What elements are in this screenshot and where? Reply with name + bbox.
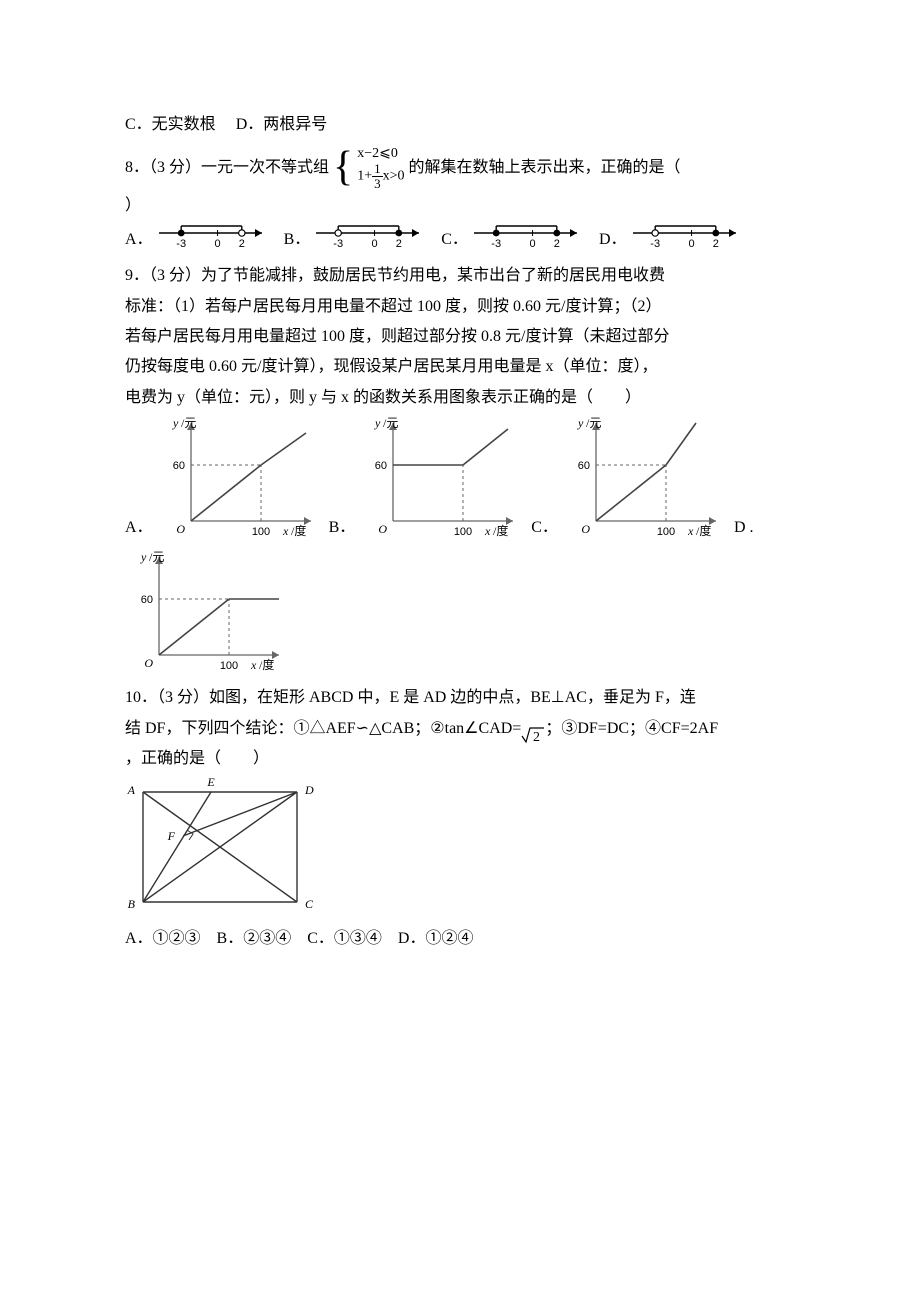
option-label: D . <box>734 513 754 543</box>
q9-opt-c: C． O 100 60 y/元 x/度 <box>531 413 722 543</box>
svg-text:/度: /度 <box>259 657 274 672</box>
q9: 9．（3 分）为了节能减排，鼓励居民节约用电，某市出台了新的居民用电收费 标准：… <box>125 261 800 677</box>
svg-text:F: F <box>167 829 176 843</box>
svg-text:/度: /度 <box>696 523 711 538</box>
number-line-icon: -3 0 2 <box>314 221 429 255</box>
option-label: B． <box>329 513 356 543</box>
svg-text:0: 0 <box>688 238 694 250</box>
q7-options-tail: C．无实数根 D．两根异号 <box>125 110 800 140</box>
svg-text:-3: -3 <box>176 238 186 250</box>
q8-stem-line1: 8．（3 分）一元一次不等式组 { x−2⩽0 1+13x>0 的解集在数轴上表… <box>125 146 800 190</box>
line-chart-icon: O 100 60 y/元 x/度 <box>359 413 519 543</box>
line-chart-icon: O 100 60 y/元 x/度 <box>125 547 285 677</box>
svg-text:/元: /元 <box>383 416 398 430</box>
svg-text:60: 60 <box>172 460 184 472</box>
svg-text:2: 2 <box>396 238 402 250</box>
svg-text:C: C <box>305 897 314 911</box>
svg-text:A: A <box>127 783 136 797</box>
q8-opt-a: A． -3 0 2 <box>125 221 272 255</box>
q9-opt-d: O 100 60 y/元 x/度 <box>125 547 285 677</box>
svg-text:D: D <box>304 783 314 797</box>
svg-text:-3: -3 <box>491 238 501 250</box>
q8-system: x−2⩽0 1+13x>0 <box>357 146 404 190</box>
q9-stem-3: 若每户居民每月用电量超过 100 度，则超过部分按 0.8 元/度计算（未超过部… <box>125 322 800 352</box>
svg-text:x: x <box>250 658 257 672</box>
svg-text:0: 0 <box>372 238 378 250</box>
q9-opt-d-label: D . <box>734 513 758 543</box>
q10: 10．（3 分）如图，在矩形 ABCD 中，E 是 AD 边的中点，BE⊥AC，… <box>125 683 800 955</box>
svg-text:100: 100 <box>220 660 238 672</box>
svg-text:y: y <box>577 416 584 430</box>
q9-stem-1: 9．（3 分）为了节能减排，鼓励居民节约用电，某市出台了新的居民用电收费 <box>125 261 800 291</box>
svg-text:2: 2 <box>712 238 718 250</box>
q9-options-row1: A． O 100 60 y/元 x/度 B． O 100 60 y/元 x/度 C． O 100 60 y/元 x… <box>125 413 800 543</box>
q8-opt-c: C． -3 0 2 <box>441 221 587 255</box>
left-brace-icon: { <box>333 146 353 188</box>
geometry-figure: A D B C E F <box>125 774 315 924</box>
svg-text:O: O <box>144 656 153 670</box>
q7-opt-d: D．两根异号 <box>236 116 328 133</box>
svg-text:100: 100 <box>657 526 675 538</box>
option-label: C． <box>441 225 468 255</box>
svg-text:/度: /度 <box>493 523 508 538</box>
option-label: D． <box>599 225 627 255</box>
option-label: B． <box>284 225 311 255</box>
option-label: A． <box>125 225 153 255</box>
svg-text:x: x <box>484 524 491 538</box>
svg-text:0: 0 <box>214 238 220 250</box>
number-line-icon: -3 0 2 <box>157 221 272 255</box>
q8-opt-d: D． -3 0 2 <box>599 221 746 255</box>
number-line-icon: -3 0 2 <box>472 221 587 255</box>
q10-options: A．①②③ B．②③④ C．①③④ D．①②④ <box>125 924 800 954</box>
q7-opt-c: C．无实数根 <box>125 116 216 133</box>
svg-text:60: 60 <box>375 460 387 472</box>
q10-figure: A D B C E F <box>125 774 800 924</box>
svg-text:/元: /元 <box>586 416 601 430</box>
q8: 8．（3 分）一元一次不等式组 { x−2⩽0 1+13x>0 的解集在数轴上表… <box>125 146 800 255</box>
svg-text:x: x <box>282 524 289 538</box>
svg-text:/元: /元 <box>181 416 196 430</box>
line-chart-icon: O 100 60 y/元 x/度 <box>562 413 722 543</box>
sqrt-icon: 2 <box>521 714 545 744</box>
svg-text:2: 2 <box>238 238 244 250</box>
svg-text:y: y <box>172 416 179 430</box>
svg-text:100: 100 <box>454 526 472 538</box>
q9-stem-5: 电费为 y（单位：元），则 y 与 x 的函数关系用图象表示正确的是（ ） <box>125 383 800 413</box>
q9-stem-2: 标准：（1）若每户居民每月用电量不超过 100 度，则按 0.60 元/度计算；… <box>125 292 800 322</box>
svg-text:2: 2 <box>533 730 540 744</box>
line-chart-icon: O 100 60 y/元 x/度 <box>157 413 317 543</box>
svg-text:O: O <box>176 522 185 536</box>
q9-options-row2: O 100 60 y/元 x/度 <box>125 547 800 677</box>
option-label: A． <box>125 513 153 543</box>
svg-text:E: E <box>206 775 215 789</box>
q10-stem-3: ，正确的是（ ） <box>125 744 800 774</box>
svg-text:B: B <box>128 897 136 911</box>
svg-text:-3: -3 <box>650 238 660 250</box>
option-label: C． <box>531 513 558 543</box>
q9-opt-a: A． O 100 60 y/元 x/度 <box>125 413 317 543</box>
svg-text:y: y <box>140 550 147 564</box>
q8-stem-a: 8．（3 分）一元一次不等式组 <box>125 159 329 176</box>
svg-text:100: 100 <box>251 526 269 538</box>
svg-text:/元: /元 <box>149 550 164 564</box>
svg-text:/度: /度 <box>291 523 306 538</box>
svg-text:60: 60 <box>578 460 590 472</box>
svg-text:y: y <box>374 416 381 430</box>
q8-stem-c: ） <box>125 191 800 221</box>
q9-stem-4: 仍按每度电 0.60 元/度计算），现假设某户居民某月用电量是 x（单位：度）， <box>125 352 800 382</box>
svg-text:0: 0 <box>529 238 535 250</box>
svg-text:O: O <box>379 522 388 536</box>
q10-stem-1: 10．（3 分）如图，在矩形 ABCD 中，E 是 AD 边的中点，BE⊥AC，… <box>125 683 800 713</box>
q8-opt-b: B． -3 0 2 <box>284 221 430 255</box>
q10-stem-2: 结 DF，下列四个结论：①△AEF∽△CAB；②tan∠CAD=2；③DF=DC… <box>125 714 800 744</box>
svg-text:x: x <box>687 524 694 538</box>
number-line-icon: -3 0 2 <box>631 221 746 255</box>
svg-text:2: 2 <box>554 238 560 250</box>
svg-text:-3: -3 <box>334 238 344 250</box>
q8-stem-b: 的解集在数轴上表示出来，正确的是（ <box>409 159 681 176</box>
svg-text:60: 60 <box>141 594 153 606</box>
q8-options: A． -3 0 2 B． -3 0 2 C． -3 0 2 D． -3 0 2 <box>125 221 800 255</box>
svg-text:O: O <box>581 522 590 536</box>
q9-opt-b: B． O 100 60 y/元 x/度 <box>329 413 520 543</box>
